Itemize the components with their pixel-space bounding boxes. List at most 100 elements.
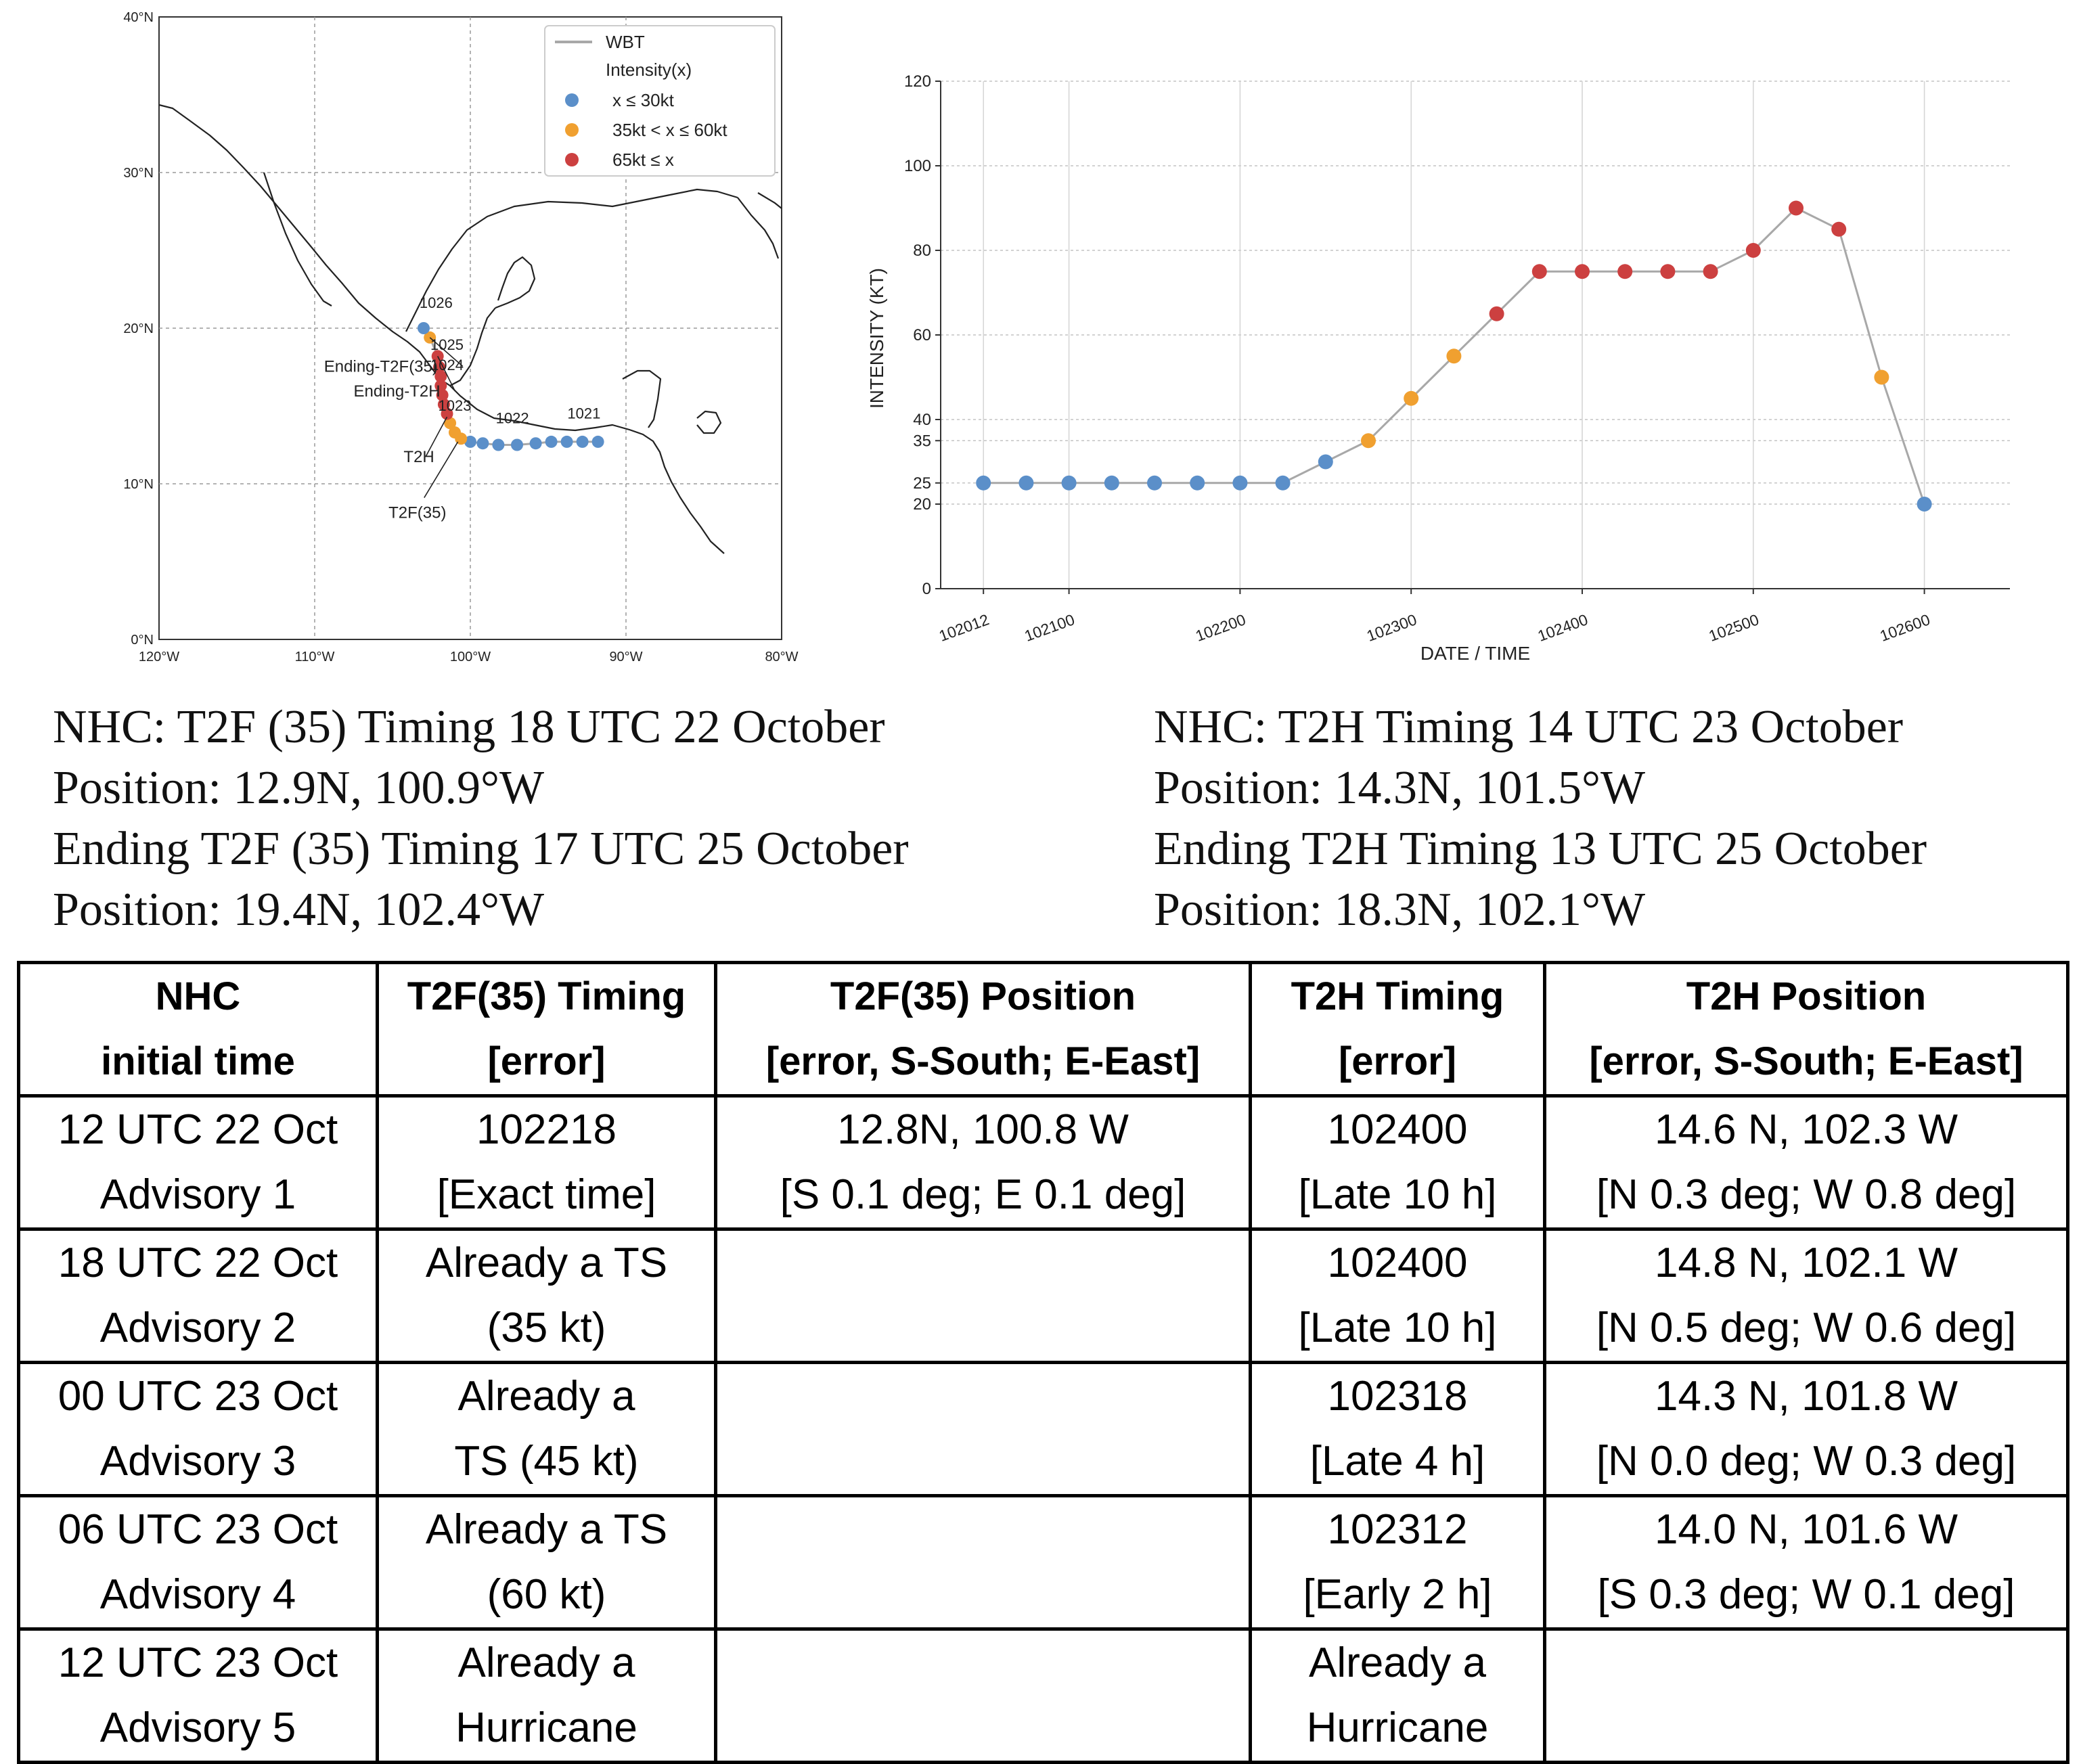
cell-t2f-timing: 102218 [Exact time]	[376, 1094, 717, 1231]
intensity-point	[1660, 264, 1676, 279]
intensity-point	[1489, 306, 1504, 321]
intensity-gridlines	[941, 81, 2010, 589]
cell-line: [S 0.3 deg; W 0.1 deg]	[1597, 1571, 2015, 1618]
track-point	[476, 437, 489, 450]
intensity-ytick-label: 20	[913, 495, 931, 514]
cell-line: 06 UTC 23 Oct	[58, 1506, 338, 1553]
track-point	[492, 438, 505, 451]
intensity-ytick-label: 120	[904, 72, 931, 91]
intensity-xtick-label: 102600	[1877, 610, 1932, 645]
cell-line	[721, 1231, 1245, 1296]
track-map: 1026 1025 1024 1023 1022 1021 Ending-T2F(35) En…	[123, 10, 798, 664]
header-t2f-timing: T2F(35) Timing [error]	[376, 961, 717, 1098]
cell-line: [Late 10 h]	[1298, 1171, 1497, 1218]
table-row: 12 UTC 22 Oct Advisory 1 102218 [Exact time…	[17, 1094, 2069, 1231]
intensity-ticks: 0 20 25 35 40 60 80 100 120 102012 102100 102200 102…	[904, 72, 1932, 645]
map-lon-tick-label: 80°W	[765, 650, 798, 664]
track-point	[511, 438, 523, 451]
intensity-point	[1575, 264, 1590, 279]
cell-line: [S 0.1 deg; E 0.1 deg]	[780, 1171, 1186, 1218]
intensity-point	[1104, 475, 1119, 491]
intensity-ytick-label: 40	[913, 411, 931, 429]
intensity-point	[1318, 454, 1333, 470]
track-point	[560, 435, 573, 448]
intensity-xtick-label: 102200	[1193, 610, 1248, 645]
advisory-error-table: NHC initial time T2F(35) Timing [error] T2…	[17, 961, 2069, 1764]
intensity-xtick-label: 102400	[1536, 610, 1590, 645]
intensity-point	[1018, 475, 1034, 491]
intensity-point	[1531, 264, 1547, 279]
cell-t2f-position	[714, 1627, 1252, 1764]
map-axis-labels: 120°W 110°W 100°W 90°W 80°W 0°N 10°N 20°N 30°N 40…	[123, 10, 798, 664]
header-line: T2F(35) Position	[830, 974, 1136, 1018]
intensity-chart: 0 20 25 35 40 60 80 100 120 102012 102100 102200 102…	[866, 72, 2010, 664]
intensity-point	[1361, 433, 1376, 449]
cell-line: [N 0.3 deg; W 0.8 deg]	[1596, 1171, 2017, 1218]
table-header-row: NHC initial time T2F(35) Timing [error] T2…	[17, 961, 2069, 1098]
cell-line: [Late 10 h]	[1298, 1305, 1497, 1351]
cell-line: 102218	[476, 1106, 617, 1153]
cell-t2f-timing: Already a TS (45 kt)	[376, 1361, 717, 1497]
legend-line-label: WBT	[606, 32, 645, 52]
callout-label: T2F(35)	[388, 504, 446, 522]
cell-t2f-position	[714, 1361, 1252, 1497]
track-date-label: 1025	[430, 336, 464, 353]
intensity-point	[1874, 369, 1889, 385]
cell-initial-time: 18 UTC 22 Oct Advisory 2	[17, 1227, 379, 1364]
intensity-series	[976, 200, 1932, 512]
cell-line: 102312	[1327, 1506, 1468, 1553]
ending-t2h-timing-line: Ending T2H Timing 13 UTC 25 October	[1154, 823, 1927, 875]
callout-pointer	[429, 337, 464, 367]
callout-label: Ending-T2F(35)	[324, 357, 438, 376]
track-point	[434, 370, 447, 383]
cell-line: Advisory 4	[99, 1571, 296, 1618]
track-date-label: 1022	[496, 409, 529, 426]
header-t2f-position: T2F(35) Position [error, S-South; E-East]	[714, 961, 1252, 1098]
cell-t2f-timing: Already a Hurricane	[376, 1627, 717, 1764]
ending-t2f-position-line: Position: 19.4N, 102.4°W	[53, 884, 545, 936]
cell-t2f-position: 12.8N, 100.8 W [S 0.1 deg; E 0.1 deg]	[714, 1094, 1252, 1231]
cell-line	[721, 1296, 1245, 1361]
table-row: 00 UTC 23 Oct Advisory 3 Already a TS (45 k…	[17, 1361, 2069, 1497]
table-row: 12 UTC 23 Oct Advisory 5 Already a Hurrican…	[17, 1627, 2069, 1764]
cell-line: 14.6 N, 102.3 W	[1654, 1106, 1958, 1153]
track-point	[441, 407, 453, 420]
cell-t2h-position: 14.0 N, 101.6 W [S 0.3 deg; W 0.1 deg]	[1543, 1494, 2069, 1631]
cell-line	[721, 1631, 1245, 1696]
cell-line: Already a	[457, 1373, 635, 1420]
map-lon-tick-label: 90°W	[609, 650, 642, 664]
callout-pointer	[425, 416, 448, 457]
callout-label: Ending-T2H	[354, 382, 441, 401]
legend-weak-label: x ≤ 30kt	[612, 90, 675, 110]
cell-t2h-position	[1543, 1627, 2069, 1764]
header-line: [error, S-South; E-East]	[765, 1039, 1201, 1083]
cell-line	[721, 1497, 1245, 1562]
cell-t2h-timing: 102318 [Late 4 h]	[1249, 1361, 1546, 1497]
map-lat-tick-label: 20°N	[123, 321, 154, 336]
cell-line: Advisory 5	[99, 1704, 296, 1751]
t2f-position-line: Position: 12.9N, 100.9°W	[53, 762, 545, 814]
header-t2h-position: T2H Position [error, S-South; E-East]	[1543, 961, 2069, 1098]
track-point	[418, 322, 430, 334]
cell-line: Advisory 2	[99, 1305, 296, 1351]
track-date-label: 1023	[439, 397, 472, 414]
intensity-xtick-label: 102500	[1706, 610, 1761, 645]
cell-line: Hurricane	[455, 1704, 637, 1751]
header-t2h-timing: T2H Timing [error]	[1249, 961, 1546, 1098]
cell-t2h-timing: Already a Hurricane	[1249, 1627, 1546, 1764]
cell-line: Advisory 1	[99, 1171, 296, 1218]
cell-line: 102400	[1327, 1240, 1468, 1286]
t2h-summary: NHC: T2H Timing 14 UTC 23 October Positi…	[1154, 697, 1927, 941]
header-nhc-initial-time: NHC initial time	[17, 961, 379, 1098]
cell-line: Hurricane	[1306, 1704, 1489, 1751]
cell-line: Already a	[457, 1639, 635, 1686]
cell-t2f-position	[714, 1227, 1252, 1364]
cell-line	[721, 1696, 1245, 1761]
map-legend-box	[544, 25, 776, 177]
intensity-y-label: INTENSITY (KT)	[866, 268, 887, 409]
map-lat-tick-label: 10°N	[123, 477, 154, 492]
track-point	[437, 398, 450, 411]
map-lon-tick-label: 120°W	[139, 650, 179, 664]
intensity-point	[1745, 243, 1761, 258]
cell-line: [Exact time]	[436, 1171, 656, 1218]
